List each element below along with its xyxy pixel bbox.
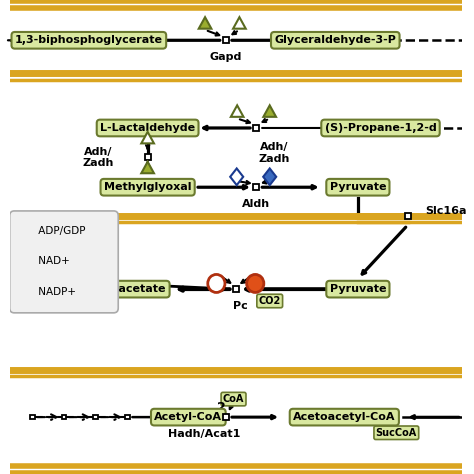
Text: CO2: CO2	[259, 296, 281, 306]
Text: Methylglyoxal: Methylglyoxal	[104, 182, 191, 192]
Text: (S)-Propane-1,2-d: (S)-Propane-1,2-d	[325, 123, 437, 133]
Bar	[405, 212, 410, 219]
Polygon shape	[263, 168, 276, 185]
Bar	[62, 415, 66, 419]
Text: L-Lactaldehyde: L-Lactaldehyde	[100, 123, 195, 133]
Bar	[253, 125, 259, 131]
Text: Aldh: Aldh	[242, 199, 270, 209]
Circle shape	[19, 225, 31, 237]
Bar	[145, 155, 151, 160]
Text: Acetoacetyl-CoA: Acetoacetyl-CoA	[293, 412, 396, 422]
Polygon shape	[141, 132, 154, 143]
Text: Glyceraldehyde-3-P: Glyceraldehyde-3-P	[274, 35, 396, 46]
Polygon shape	[233, 17, 246, 28]
Text: Pyruvate: Pyruvate	[329, 284, 386, 294]
Text: Pc: Pc	[233, 301, 248, 311]
Text: ck2: ck2	[39, 301, 61, 311]
Polygon shape	[141, 162, 154, 173]
Bar	[223, 414, 229, 420]
Bar	[253, 184, 259, 190]
FancyBboxPatch shape	[9, 211, 118, 313]
Circle shape	[17, 271, 34, 289]
Text: Adh/
Zadh: Adh/ Zadh	[82, 146, 114, 168]
Text: NAD+: NAD+	[36, 255, 70, 266]
Circle shape	[246, 274, 264, 292]
Polygon shape	[264, 105, 276, 117]
Text: Pyruvate: Pyruvate	[329, 182, 386, 192]
Circle shape	[208, 274, 225, 292]
Text: ADP/GDP: ADP/GDP	[36, 226, 86, 237]
Text: NADP+: NADP+	[36, 287, 76, 297]
Text: 1,3-biphosphoglycerate: 1,3-biphosphoglycerate	[15, 35, 163, 46]
Text: Oxaloacetate: Oxaloacetate	[84, 284, 166, 294]
Polygon shape	[199, 17, 211, 28]
Circle shape	[17, 271, 34, 289]
Polygon shape	[231, 105, 244, 117]
Text: Hadh/Acat1: Hadh/Acat1	[168, 429, 240, 439]
Bar	[233, 286, 239, 292]
Bar	[223, 37, 229, 44]
Polygon shape	[230, 168, 243, 185]
Text: SucCoA: SucCoA	[376, 428, 417, 438]
Text: CoA: CoA	[223, 394, 244, 404]
Bar	[30, 415, 35, 419]
Text: Gapd: Gapd	[210, 52, 242, 62]
Text: 2: 2	[217, 401, 226, 414]
Bar	[125, 415, 129, 419]
Polygon shape	[19, 284, 32, 300]
Bar	[93, 415, 98, 419]
Text: Slc16a: Slc16a	[426, 206, 467, 216]
Polygon shape	[19, 254, 31, 264]
Text: Adh/
Zadh: Adh/ Zadh	[258, 142, 290, 164]
Text: Acetyl-CoA: Acetyl-CoA	[155, 412, 222, 422]
